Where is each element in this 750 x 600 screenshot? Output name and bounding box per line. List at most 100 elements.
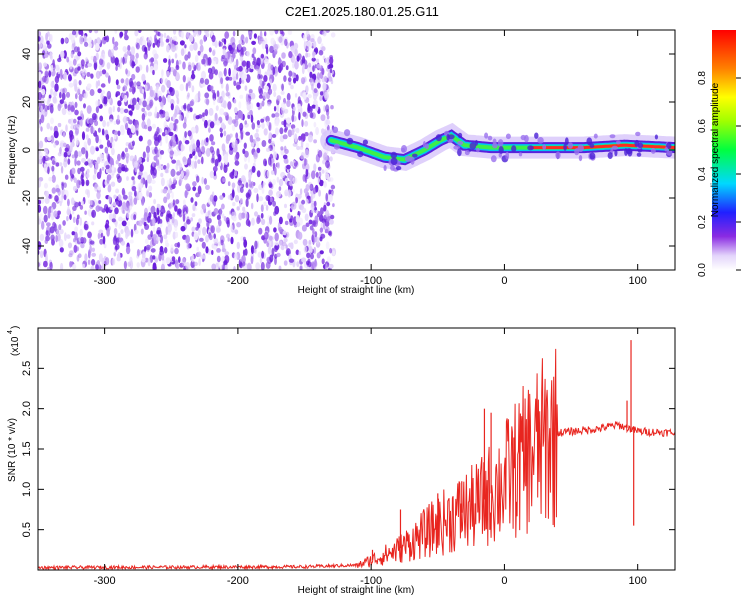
noise-speckle [125, 122, 129, 131]
noise-speckle [266, 147, 270, 152]
noise-speckle [48, 176, 53, 182]
noise-speckle [96, 191, 101, 200]
noise-speckle [52, 96, 57, 104]
noise-speckle [209, 194, 214, 202]
noise-speckle [81, 131, 86, 141]
noise-speckle [139, 163, 144, 172]
noise-speckle [64, 37, 69, 43]
noise-speckle [243, 265, 248, 270]
noise-speckle [223, 153, 229, 163]
noise-speckle [174, 231, 179, 239]
noise-speckle [44, 182, 48, 189]
noise-speckle [70, 51, 74, 59]
noise-speckle [145, 244, 151, 251]
noise-speckle [254, 211, 258, 217]
spectrogram-y-ticks: -40 -20 0 20 40 [21, 48, 675, 254]
noise-speckle [49, 126, 53, 131]
noise-speckle [133, 214, 137, 221]
noise-speckle [220, 122, 225, 129]
noise-speckle [59, 91, 62, 99]
noise-speckle [50, 88, 53, 96]
noise-speckle [304, 213, 309, 222]
noise-speckle [176, 171, 181, 176]
noise-speckle [329, 247, 333, 254]
noise-speckle [235, 132, 239, 140]
noise-speckle [173, 90, 179, 95]
noise-speckle [174, 118, 179, 124]
noise-speckle [250, 64, 254, 70]
noise-speckle [161, 69, 164, 77]
noise-speckle [48, 207, 52, 214]
noise-speckle [295, 215, 300, 223]
noise-speckle [227, 101, 232, 110]
noise-speckle [184, 116, 187, 125]
noise-speckle [46, 266, 51, 270]
noise-speckle [316, 252, 321, 259]
noise-speckle [97, 186, 101, 191]
noise-speckle [208, 234, 213, 241]
noise-speckle [284, 220, 289, 226]
noise-speckle [272, 66, 276, 76]
noise-speckle [171, 256, 176, 262]
noise-speckle [117, 175, 122, 183]
noise-speckle [45, 253, 48, 260]
noise-speckle [74, 101, 78, 108]
noise-speckle [244, 120, 247, 125]
noise-speckle [296, 55, 300, 62]
noise-speckle [270, 140, 275, 146]
noise-speckle [122, 115, 128, 124]
noise-speckle [245, 131, 251, 136]
noise-speckle [130, 124, 136, 134]
noise-speckle [100, 54, 105, 60]
noise-speckle [95, 42, 100, 51]
noise-speckle [83, 223, 89, 231]
noise-speckle [239, 50, 244, 58]
noise-speckle [192, 143, 196, 152]
noise-speckle [59, 146, 62, 155]
noise-speckle [232, 30, 236, 37]
noise-speckle [294, 133, 298, 143]
signal-speckle [666, 142, 672, 150]
noise-speckle [265, 115, 270, 123]
noise-speckle [208, 47, 212, 53]
noise-speckle [298, 211, 301, 216]
signal-peak [529, 143, 675, 150]
noise-speckle [174, 205, 178, 212]
noise-speckle [195, 145, 201, 153]
noise-speckle [210, 225, 215, 234]
noise-speckle [200, 254, 206, 260]
noise-speckle [134, 30, 139, 37]
noise-speckle [182, 199, 186, 206]
noise-speckle [125, 228, 131, 237]
noise-speckle [309, 112, 314, 119]
noise-speckle [111, 218, 116, 223]
noise-speckle [74, 46, 79, 53]
noise-speckle [204, 78, 210, 85]
noise-speckle [212, 57, 217, 65]
noise-speckle [215, 105, 219, 111]
noise-speckle [55, 162, 60, 167]
y-tick-label: 1.5 [21, 441, 33, 456]
noise-speckle [95, 205, 101, 212]
noise-speckle [166, 162, 170, 170]
noise-speckle [74, 67, 79, 74]
noise-speckle [60, 165, 64, 174]
noise-speckle [201, 203, 206, 210]
noise-speckle [264, 160, 267, 167]
noise-speckle [71, 154, 76, 159]
signal-speckle [586, 137, 593, 146]
noise-speckle [65, 143, 70, 152]
noise-speckle [281, 241, 287, 247]
noise-speckle [80, 174, 84, 182]
noise-speckle [63, 194, 67, 201]
noise-speckle [297, 193, 302, 199]
noise-speckle [326, 256, 331, 263]
noise-speckle [284, 148, 289, 154]
noise-speckle [146, 189, 150, 198]
noise-speckle [160, 263, 165, 270]
noise-speckle [46, 122, 51, 130]
noise-speckle [91, 247, 96, 252]
noise-speckle [327, 76, 333, 82]
noise-speckle [73, 177, 78, 183]
noise-speckle [196, 175, 200, 183]
